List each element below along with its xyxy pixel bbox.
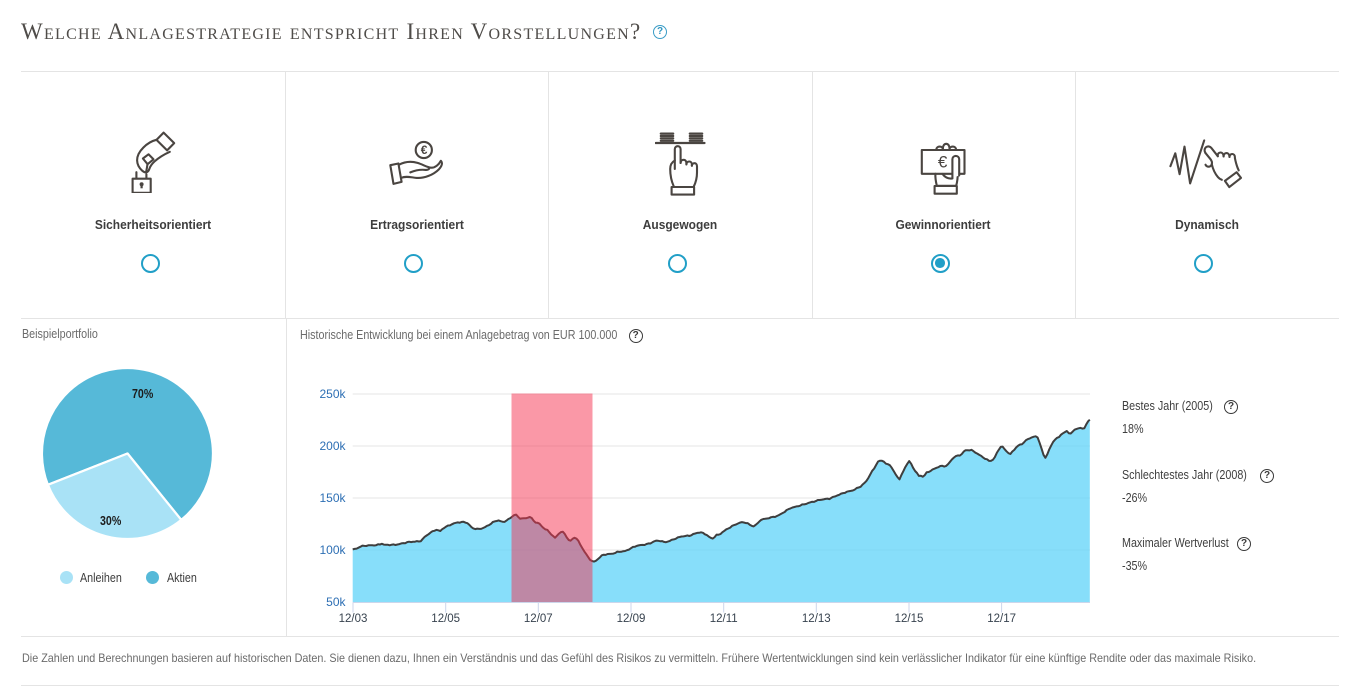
svg-text:12/17: 12/17: [987, 613, 1016, 625]
svg-text:12/15: 12/15: [895, 613, 924, 625]
svg-text:150k: 150k: [319, 491, 346, 505]
svg-text:50k: 50k: [326, 595, 346, 609]
svg-text:12/05: 12/05: [431, 613, 460, 625]
svg-text:12/07: 12/07: [524, 613, 553, 625]
svg-text:12/03: 12/03: [339, 613, 368, 625]
svg-text:€: €: [938, 153, 948, 172]
svg-text:12/11: 12/11: [710, 613, 738, 625]
svg-text:12/13: 12/13: [802, 613, 831, 625]
svg-text:12/09: 12/09: [617, 613, 646, 625]
svg-text:€: €: [421, 143, 428, 157]
svg-text:100k: 100k: [319, 543, 346, 557]
svg-text:250k: 250k: [319, 387, 346, 401]
svg-text:200k: 200k: [319, 439, 346, 453]
